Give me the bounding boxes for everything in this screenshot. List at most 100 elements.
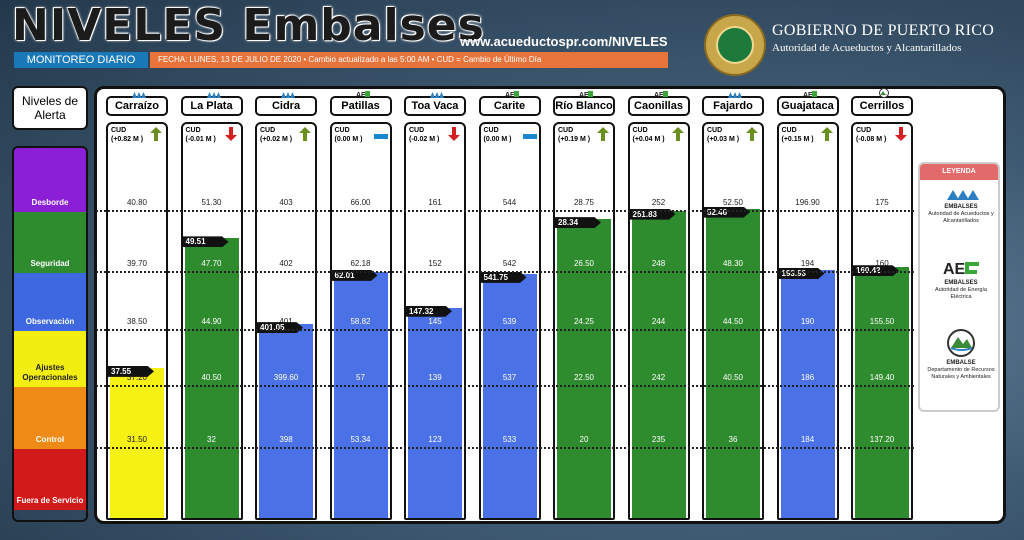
threshold-value: 137.20 <box>869 435 895 444</box>
threshold-line <box>96 271 914 273</box>
reservoir-name[interactable]: Toa Vaca <box>404 92 466 116</box>
reservoir-name-label: Fajardo <box>713 100 753 112</box>
aaa-icon <box>947 190 979 200</box>
reservoir-name-label: La Plata <box>190 100 233 112</box>
threshold-value: 161 <box>428 198 442 207</box>
threshold-value: 145 <box>428 317 442 326</box>
cud-value: (0.00 M ) <box>483 136 512 143</box>
reservoir-gauge: CUD (-0.02 M ) 161 152 145 139 123 147.32 <box>404 122 466 520</box>
cud-change: CUD (+0.15 M ) <box>782 126 814 144</box>
current-level-tag: 401.05 <box>257 322 303 334</box>
water-level-fill <box>482 273 537 518</box>
header: NIVELES Embalses www.acueductospr.com/NI… <box>0 0 1024 82</box>
water-level-fill <box>333 271 388 518</box>
alert-band-label: Fuera de Servicio <box>16 496 84 505</box>
page-title: NIVELES Embalses <box>12 0 485 51</box>
arrow-up-icon <box>597 127 609 141</box>
alert-heading: Niveles de Alerta <box>12 86 88 130</box>
threshold-value: 235 <box>651 435 666 444</box>
reservoir-name[interactable]: Carraízo <box>106 92 168 116</box>
arrow-down-icon <box>448 127 460 141</box>
threshold-value: 544 <box>502 198 517 207</box>
threshold-value: 252 <box>651 198 666 207</box>
legend-item-title: EMBALSE <box>946 360 976 366</box>
steady-bar-icon <box>373 127 388 141</box>
alert-band: Fuera de Servicio <box>14 449 86 510</box>
threshold-value: 196.90 <box>795 198 820 207</box>
threshold-value: 36 <box>728 435 738 444</box>
reservoir-column: AE Guajataca CUD (+0.15 M ) 196.90 194 190 186 1… <box>776 91 839 520</box>
cud-value: (0.00 M ) <box>334 136 363 143</box>
legend-item-drna: EMBALSE Departamento de Recursos Natural… <box>924 328 998 381</box>
threshold-line <box>96 329 914 331</box>
reservoir-gauge: CUD (+0.82 M ) 40.80 39.70 38.50 37.20 31.50 37… <box>106 122 168 520</box>
cud-label: CUD <box>260 127 276 134</box>
threshold-value: 139 <box>428 373 442 382</box>
svg-text:AE: AE <box>654 92 664 98</box>
svg-text:AE: AE <box>943 261 966 278</box>
reservoir-name[interactable]: AE Patillas <box>329 91 392 116</box>
threshold-line <box>96 385 914 387</box>
reservoir-name-label: Caonillas <box>634 100 683 112</box>
threshold-value: 44.90 <box>201 317 222 326</box>
alert-band: Ajustes Operacionales <box>14 331 86 387</box>
aee-icon: AE <box>803 87 817 99</box>
drna-icon <box>877 87 891 98</box>
current-level-tag: 541.75 <box>480 271 527 283</box>
svg-text:AE: AE <box>505 92 515 98</box>
threshold-value: 28.75 <box>573 198 595 207</box>
reservoir-gauge: CUD (+0.19 M ) 28.75 26.50 24.25 22.50 20 28.34 <box>553 122 615 520</box>
cud-change: CUD (0.00 M ) <box>484 126 512 144</box>
drna-icon <box>947 329 975 357</box>
legend-item-title: EMBALSES <box>944 280 978 286</box>
current-level-tag: 37.55 <box>108 365 154 377</box>
threshold-value: 399.60 <box>273 373 299 382</box>
cud-change: CUD (+0.04 M ) <box>633 126 665 144</box>
reservoir-name[interactable]: Fajardo <box>702 92 764 116</box>
threshold-value: 40.50 <box>201 373 222 382</box>
cud-value: (+0.15 M ) <box>781 136 814 143</box>
current-level-tag: 251.83 <box>629 208 676 220</box>
reservoir-name[interactable]: AE Guajataca <box>776 91 839 116</box>
aee-icon: AE <box>356 87 370 99</box>
cud-change: CUD (+0.03 M ) <box>707 126 739 144</box>
reservoir-gauge: CUD (+0.15 M ) 196.90 194 190 186 184 193.93 <box>776 122 839 520</box>
reservoir-name[interactable]: La Plata <box>180 92 243 116</box>
aee-icon: AE <box>579 87 593 99</box>
cud-change: CUD (0.00 M ) <box>335 126 363 144</box>
reservoir-name-label: Guajataca <box>781 100 834 112</box>
reservoir-column: Fajardo CUD (+0.03 M ) 52.50 48.30 44.50 40.50… <box>702 92 764 520</box>
threshold-line <box>96 447 914 449</box>
threshold-value: 123 <box>428 435 442 444</box>
website-link[interactable]: www.acueductospr.com/NIVELES <box>460 34 668 49</box>
current-level-tag: 49.51 <box>182 236 229 248</box>
reservoir-column: La Plata CUD (-0.01 M ) 51.30 47.70 44.90 40.5… <box>180 92 243 520</box>
reservoir-name[interactable]: AE Río Blanco <box>553 91 615 116</box>
title-box: NIVELES Embalses <box>12 2 485 50</box>
alert-band-label: Observación <box>25 317 75 326</box>
legend-item-text: Autoridad de Energía Eléctrica <box>935 287 987 300</box>
reservoir-name[interactable]: AE Caonillas <box>627 91 690 116</box>
cud-change: CUD (+0.02 M ) <box>260 126 292 144</box>
threshold-value: 542 <box>502 259 517 268</box>
threshold-line <box>96 210 914 212</box>
arrow-down-icon <box>224 127 237 141</box>
threshold-value: 62.18 <box>350 259 371 268</box>
water-level-fill <box>780 270 835 518</box>
reservoir-name[interactable]: Cerrillos <box>851 88 913 116</box>
reservoir-name-label: Carite <box>493 100 526 112</box>
current-level-tag: 147.32 <box>406 305 452 317</box>
cud-value: (+0.02 M ) <box>260 136 293 143</box>
info-bar: FECHA: LUNES, 13 DE JULIO DE 2020 • Camb… <box>150 52 668 68</box>
threshold-value: 39.70 <box>126 259 148 268</box>
threshold-value: 37.20 <box>126 373 148 382</box>
threshold-value: 44.50 <box>722 317 744 326</box>
reservoir-name[interactable]: Cidra <box>255 92 317 116</box>
cud-label: CUD <box>856 127 872 134</box>
threshold-value: 52.50 <box>722 198 744 207</box>
reservoir-name[interactable]: AE Carite <box>478 91 541 116</box>
threshold-value: 40.80 <box>126 198 148 207</box>
cud-value: (-0.01 M ) <box>185 136 216 143</box>
alert-band: Control <box>14 387 86 449</box>
legend-item-aee: AE EMBALSES Autoridad de Energía Eléctri… <box>924 258 998 301</box>
